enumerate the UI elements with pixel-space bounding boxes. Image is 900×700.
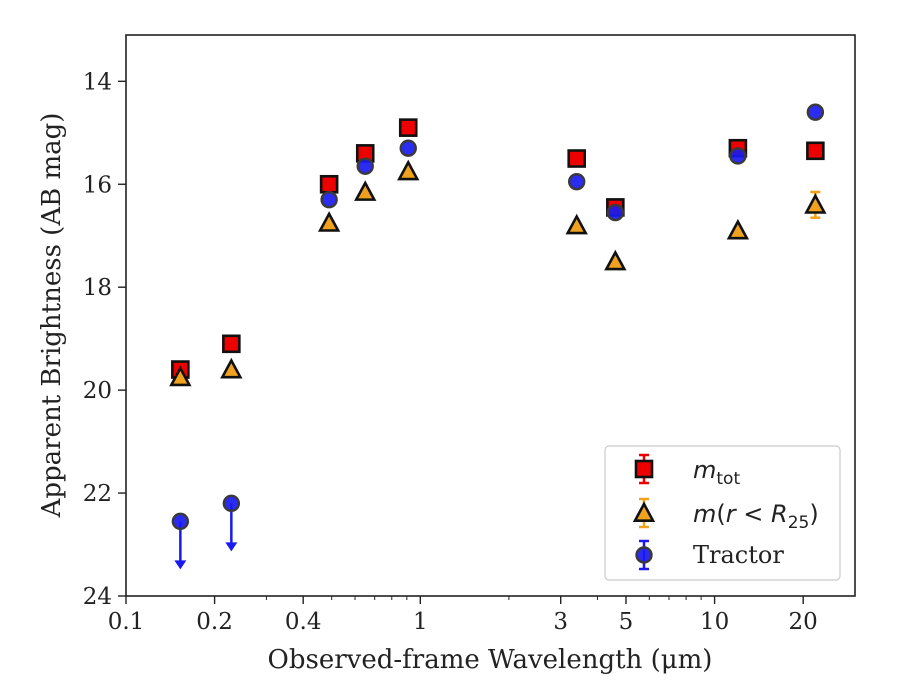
m-r25-point — [726, 218, 750, 240]
tractor-point — [568, 172, 586, 191]
legend-label-mtot: mtot — [693, 456, 740, 489]
x-tick-label: 0.1 — [108, 609, 145, 635]
x-axis-label: Observed-frame Wavelength (μm) — [268, 645, 713, 675]
x-tick-label: 5 — [619, 609, 634, 635]
m-r25-point — [317, 211, 341, 232]
y-tick-label: 14 — [83, 69, 112, 95]
x-tick-label: 1 — [413, 609, 428, 635]
tractor-point — [806, 103, 825, 121]
x-tick-label: 20 — [789, 609, 818, 635]
mtot-point — [398, 118, 418, 137]
m-r25-point — [604, 249, 627, 271]
y-tick-label: 22 — [83, 481, 112, 507]
m-r25-point — [565, 213, 588, 235]
tractor-point — [320, 190, 338, 209]
axis-ticks: 0.1 0.2 0.4 1 3 5 10 20 14 16 18 20 22 24 — [83, 69, 818, 635]
x-tick-label: 0.2 — [196, 609, 233, 635]
y-tick-label: 18 — [83, 275, 112, 301]
legend-marker-mtot-point — [634, 459, 654, 479]
legend-label-tractor: Tractor — [693, 541, 784, 569]
mtot-point — [319, 174, 339, 194]
y-tick-label: 16 — [83, 172, 112, 198]
mtot-point — [806, 141, 825, 161]
tractor-point — [222, 494, 241, 513]
m-r25-point — [397, 159, 420, 181]
upper-limit-arrowhead — [174, 560, 187, 570]
y-tick-label: 20 — [83, 378, 112, 404]
tractor-point — [399, 139, 417, 157]
x-tick-label: 10 — [700, 609, 729, 635]
tractor-point — [729, 147, 747, 165]
m-r25-point — [354, 180, 377, 201]
plot-frame — [125, 34, 856, 597]
mtot-point — [567, 149, 587, 168]
legend-box — [604, 445, 841, 581]
y-axis-label: Apparent Brightness (AB mag) — [37, 113, 67, 519]
x-tick-label: 0.4 — [285, 609, 322, 635]
upper-limit-arrowhead — [225, 542, 238, 552]
legend-symbols — [632, 453, 656, 571]
x-tick-label: 3 — [553, 609, 568, 635]
mtot-point — [222, 334, 241, 354]
tractor-point — [606, 203, 625, 222]
y-tick-label: 24 — [83, 584, 112, 610]
tractor-point — [356, 157, 374, 175]
m-r25-point — [220, 357, 243, 379]
m-r25-point — [169, 365, 192, 387]
chart-marks — [169, 103, 827, 570]
tractor-point — [171, 512, 190, 531]
legend-marker-tractor-point — [635, 546, 653, 564]
legend: mtot m(r < R25) Tractor — [604, 445, 841, 581]
m-r25-point — [804, 193, 827, 214]
legend-marker-m-r25-point — [632, 501, 656, 522]
